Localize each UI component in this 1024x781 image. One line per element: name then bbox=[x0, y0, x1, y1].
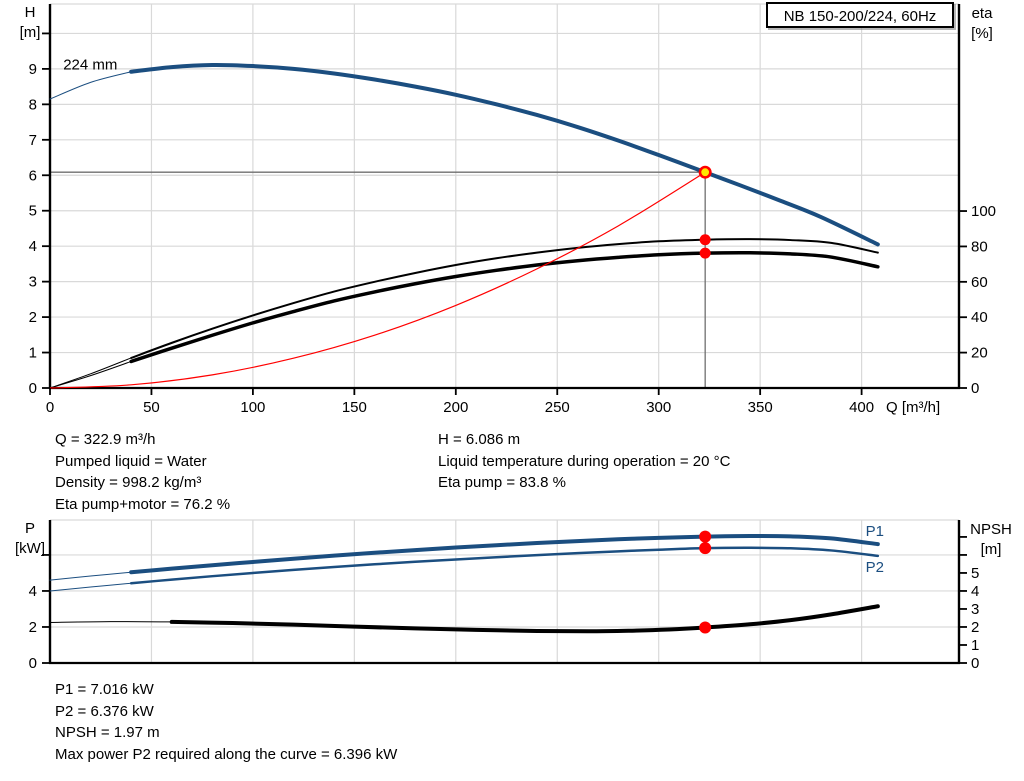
tick-label-left: 4 bbox=[29, 583, 37, 600]
duty-info-temperature: Liquid temperature during operation = 20… bbox=[438, 452, 731, 470]
power-info-npsh: NPSH = 1.97 m bbox=[55, 724, 160, 741]
tick-label-right: 20 bbox=[971, 345, 988, 362]
tick-label-x: 100 bbox=[240, 399, 265, 416]
tick-label-x: 350 bbox=[748, 399, 773, 416]
duty-info-right-column: H = 6.086 m Liquid temperature during op… bbox=[438, 429, 730, 494]
tick-label-x: 300 bbox=[646, 399, 671, 416]
tick-label-left: 2 bbox=[29, 619, 37, 636]
tick-label-right: 0 bbox=[971, 380, 979, 397]
left-axis-unit-line2: [m] bbox=[20, 24, 41, 41]
eta-pump-motor-point-marker bbox=[699, 247, 711, 259]
p1-curve-leadin bbox=[49, 571, 132, 581]
tick-label-right: 60 bbox=[971, 274, 988, 291]
tick-label-left: 2 bbox=[29, 309, 37, 326]
p2-curve-leadin bbox=[49, 582, 132, 592]
pump-title: NB 150-200/224, 60Hz bbox=[783, 8, 937, 25]
right-axis-unit-line1: eta bbox=[972, 5, 994, 22]
tick-label-left: 6 bbox=[29, 167, 37, 184]
left-axis-unit-line2: [kW] bbox=[15, 540, 45, 557]
eta-pump-point-marker bbox=[699, 234, 711, 246]
tick-label-x: 50 bbox=[143, 399, 160, 416]
tick-label-right: 1 bbox=[971, 637, 979, 654]
tick-label-right: 2 bbox=[971, 619, 979, 636]
curve-label-224-mm: 224 mm bbox=[63, 57, 117, 74]
npsh-curve-leadin bbox=[49, 621, 173, 623]
tick-label-left: 5 bbox=[29, 203, 37, 220]
duty-info-h: H = 6.086 m bbox=[438, 431, 521, 448]
curve-label-p1: P1 bbox=[866, 523, 884, 540]
tick-label-right: 3 bbox=[971, 601, 979, 618]
tick-label-right: 40 bbox=[971, 309, 988, 326]
tick-label-x: 400 bbox=[849, 399, 874, 416]
left-axis-unit-line1: P bbox=[25, 520, 35, 537]
tick-label-right: 100 bbox=[971, 203, 996, 220]
tick-label-x: 0 bbox=[46, 399, 54, 416]
tick-label-left: 7 bbox=[29, 132, 37, 149]
head-curve-224mm-leadin bbox=[49, 71, 132, 100]
tick-label-x: 200 bbox=[443, 399, 468, 416]
tick-label-left: 9 bbox=[29, 61, 37, 78]
tick-label-right: 4 bbox=[971, 583, 979, 600]
eta-pump-motor-curve bbox=[129, 251, 880, 364]
x-axis-unit-label: Q [m³/h] bbox=[886, 399, 940, 416]
duty-info-liquid: Pumped liquid = Water bbox=[55, 452, 207, 470]
duty-point-marker[interactable] bbox=[698, 165, 712, 179]
tick-label-left: 4 bbox=[29, 238, 37, 255]
p1-curve bbox=[129, 534, 880, 575]
pump-title-box: NB 150-200/224, 60Hz bbox=[766, 2, 954, 28]
tick-label-right: 0 bbox=[971, 655, 979, 672]
tick-label-right: 80 bbox=[971, 238, 988, 255]
eta-pump-curve bbox=[130, 238, 879, 359]
right-axis-unit-line1: NPSH bbox=[970, 521, 1012, 538]
tick-label-left: 8 bbox=[29, 96, 37, 113]
tick-label-left: 1 bbox=[29, 345, 37, 362]
duty-info-density: Density = 998.2 kg/m³ bbox=[55, 474, 202, 491]
duty-info-q: Q = 322.9 m³/h bbox=[55, 431, 156, 448]
duty-info-left-column: Q = 322.9 m³/h Pumped liquid = Water Den… bbox=[55, 429, 230, 515]
right-axis-unit-line2: [m] bbox=[981, 541, 1002, 558]
power-info-block: P1 = 7.016 kW P2 = 6.376 kW NPSH = 1.97 … bbox=[55, 679, 397, 765]
npsh-point-marker bbox=[699, 621, 712, 634]
power-info-p1: P1 = 7.016 kW bbox=[55, 681, 154, 698]
tick-label-x: 150 bbox=[342, 399, 367, 416]
npsh-curve bbox=[169, 604, 880, 634]
duty-info-eta-pump-motor: Eta pump+motor = 76.2 % bbox=[55, 495, 231, 513]
eta-pump-curve-leadin bbox=[49, 357, 132, 389]
tick-label-left: 3 bbox=[29, 274, 37, 291]
tick-label-left: 0 bbox=[29, 655, 37, 672]
tick-label-right: 5 bbox=[971, 565, 979, 582]
power-info-p2: P2 = 6.376 kW bbox=[55, 702, 154, 720]
right-axis-unit-line2: [%] bbox=[971, 25, 993, 42]
system-curve bbox=[49, 171, 706, 389]
head-curve-224mm bbox=[129, 62, 880, 247]
p2-point-marker bbox=[699, 542, 712, 555]
p2-curve bbox=[129, 546, 880, 585]
tick-label-left: 0 bbox=[29, 380, 37, 397]
curve-label-p2: P2 bbox=[866, 559, 884, 576]
left-axis-unit-line1: H bbox=[25, 4, 36, 21]
eta-pump-motor-curve-leadin bbox=[49, 360, 132, 389]
duty-info-eta-pump: Eta pump = 83.8 % bbox=[438, 474, 566, 491]
tick-label-x: 250 bbox=[545, 399, 570, 416]
power-info-maxp2: Max power P2 required along the curve = … bbox=[55, 745, 398, 763]
p1-point-marker bbox=[699, 530, 712, 543]
